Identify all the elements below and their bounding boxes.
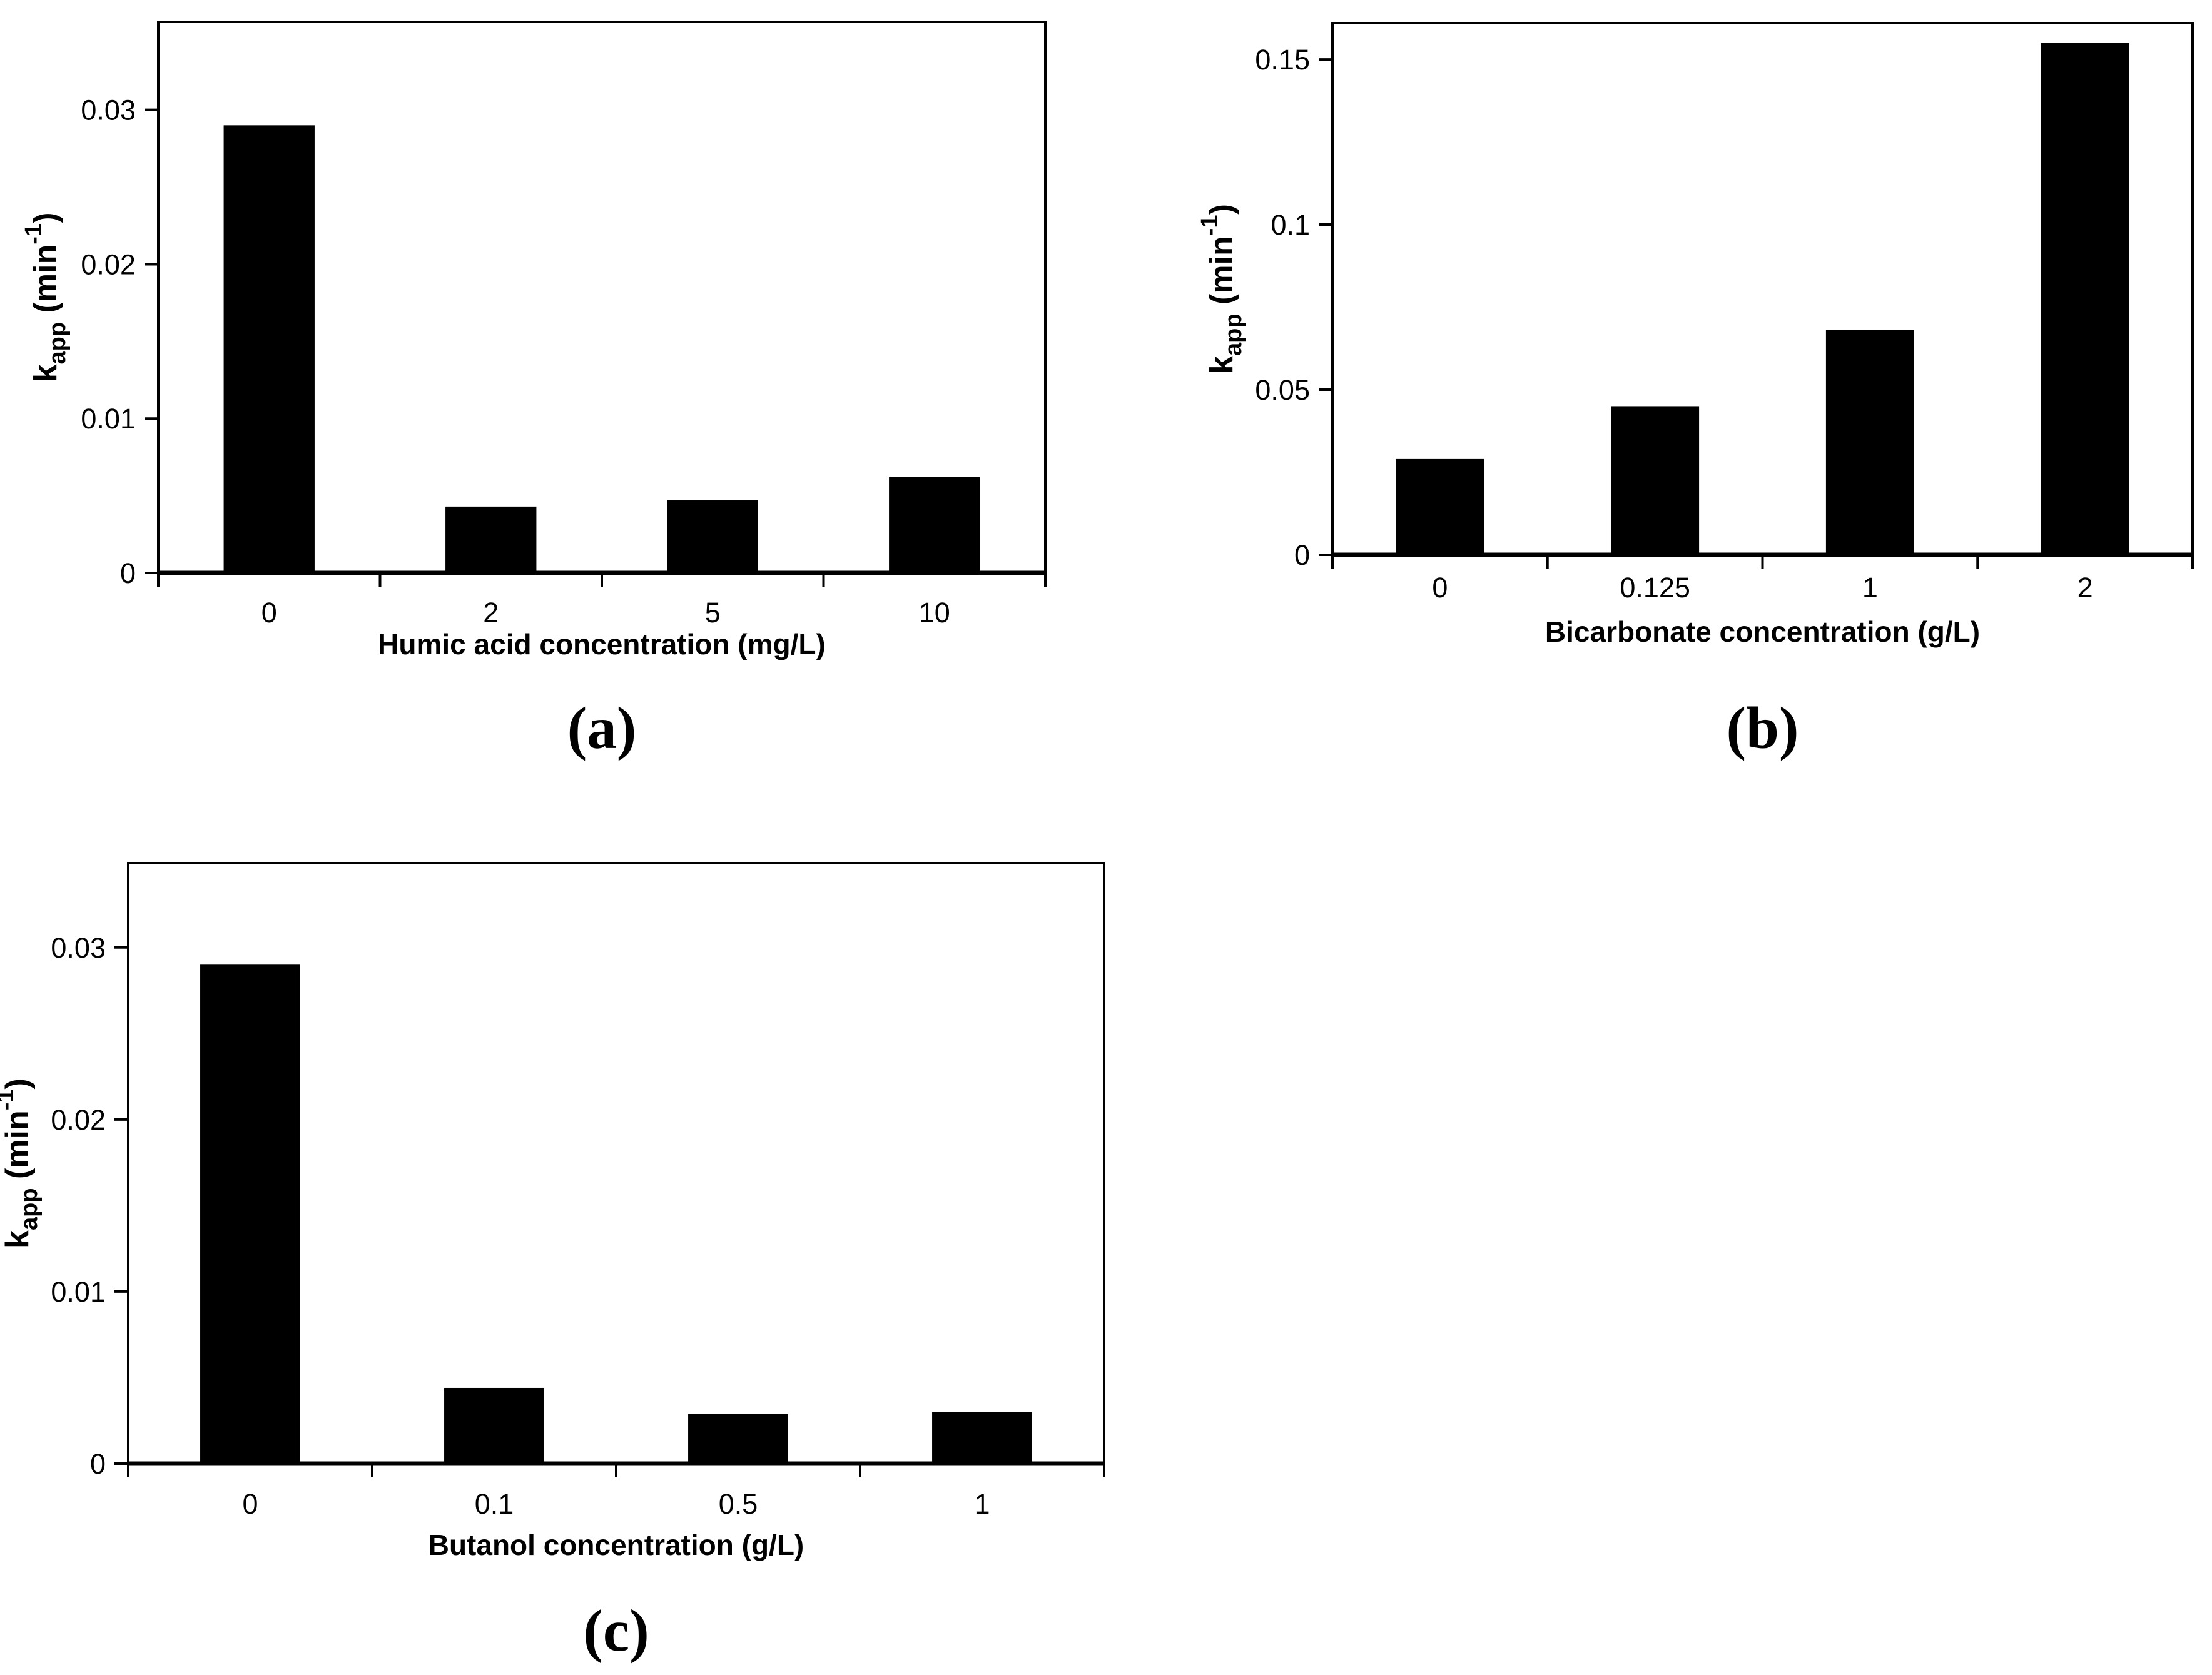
x-axis-title-b: Bicarbonate concentration (g/L) (1545, 615, 1981, 648)
x-axis-title-a: Humic acid concentration (mg/L) (378, 628, 826, 660)
x-tick-label: 0.5 (719, 1488, 758, 1520)
bar-2 (2041, 43, 2129, 555)
chart-canvas-c: 0 0.01 0.02 0.03 0 0.1 0.5 1 kapp (min-1) (0, 862, 1105, 1520)
y-tick-label: 0.02 (81, 248, 136, 280)
x-tick-label: 0 (242, 1488, 258, 1520)
subfigure-caption-b: (b) (1726, 695, 1799, 761)
y-axis-title: kapp (min-1) (0, 1078, 43, 1248)
chart-butanol: Butanol concentration (g/L) (c) 0 0.01 0.0… (0, 832, 1189, 1675)
x-tick-label: 1 (1862, 572, 1878, 604)
chart-canvas-a: 0 0.01 0.02 0.03 0 2 5 10 kapp (min-1) (21, 21, 1047, 629)
y-axis-title: kapp (min-1) (1197, 204, 1247, 374)
x-tick-label: 0 (1432, 572, 1448, 604)
bar-1 (1825, 330, 1914, 555)
y-axis-title: kapp (min-1) (21, 213, 71, 383)
bar-0 (223, 125, 315, 573)
bar-0.125 (1611, 406, 1700, 555)
x-tick-label: 5 (705, 597, 721, 629)
x-tick-label: 0 (261, 597, 277, 629)
x-tick-label: 10 (919, 597, 950, 629)
bar-5 (667, 500, 758, 573)
x-tick-label: 2 (483, 597, 499, 629)
bar-0.1 (444, 1387, 544, 1464)
bar-1 (932, 1412, 1032, 1464)
y-tick-label: 0.01 (81, 403, 136, 435)
bar-0 (1396, 458, 1484, 555)
chart-canvas-b: 0 0.05 0.1 0.15 0 0.125 1 2 kapp (min-1) (1197, 22, 2194, 604)
y-tick-label: 0.01 (51, 1276, 106, 1308)
subfigure-caption-c: (c) (583, 1597, 649, 1664)
chart-humic-acid: Humic acid concentration (mg/L) (a) 0 0.0… (0, 0, 1106, 807)
bar-0 (200, 964, 300, 1464)
y-tick-label: 0.05 (1255, 374, 1310, 406)
x-tick-label: 1 (974, 1488, 990, 1520)
y-tick-label: 0.1 (1271, 209, 1310, 241)
y-tick-label: 0.03 (81, 94, 136, 126)
y-tick-label: 0.15 (1255, 44, 1310, 76)
y-tick-label: 0 (1294, 539, 1310, 571)
y-tick-label: 0 (120, 557, 136, 589)
y-tick-label: 0 (90, 1448, 106, 1480)
x-tick-label: 0.125 (1620, 572, 1690, 604)
subfigure-caption-a: (a) (567, 695, 637, 761)
bar-2 (445, 506, 537, 573)
y-tick-label: 0.03 (51, 932, 106, 964)
bar-0.5 (688, 1414, 788, 1464)
chart-bicarbonate: Bicarbonate concentration (g/L) (b) 0 0.0… (1106, 0, 2212, 807)
bar-10 (889, 477, 980, 573)
y-tick-label: 0.02 (51, 1104, 106, 1136)
x-axis-title-c: Butanol concentration (g/L) (428, 1529, 804, 1561)
x-tick-label: 2 (2078, 572, 2093, 604)
x-tick-label: 0.1 (475, 1488, 514, 1520)
